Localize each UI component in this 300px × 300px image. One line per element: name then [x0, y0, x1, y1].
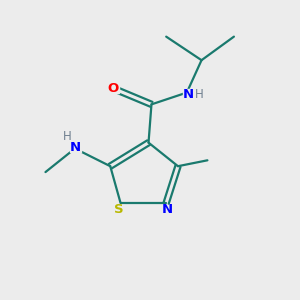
Text: S: S: [114, 203, 124, 216]
Text: H: H: [63, 130, 72, 143]
Bar: [183, 89, 199, 99]
Text: N: N: [183, 88, 194, 100]
Text: H: H: [195, 88, 203, 100]
Text: N: N: [162, 203, 173, 216]
Text: O: O: [108, 82, 119, 95]
Bar: [108, 83, 119, 93]
Bar: [70, 142, 81, 152]
Text: N: N: [70, 141, 81, 154]
Bar: [162, 205, 174, 214]
Bar: [113, 205, 125, 214]
